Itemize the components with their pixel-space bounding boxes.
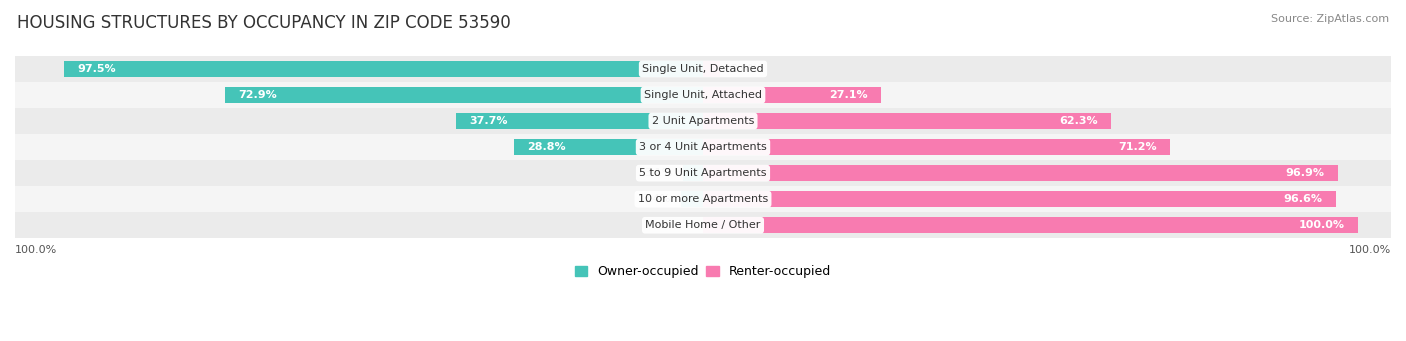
Text: 96.6%: 96.6% bbox=[1284, 194, 1323, 204]
Bar bbox=[15, 108, 1391, 134]
Text: 62.3%: 62.3% bbox=[1060, 116, 1098, 126]
Bar bbox=[703, 87, 880, 103]
Text: 100.0%: 100.0% bbox=[1348, 245, 1391, 255]
Bar bbox=[15, 56, 1391, 82]
Bar bbox=[15, 82, 1391, 108]
Text: Single Unit, Attached: Single Unit, Attached bbox=[644, 90, 762, 100]
Text: 3 or 4 Unit Apartments: 3 or 4 Unit Apartments bbox=[640, 142, 766, 152]
Text: 27.1%: 27.1% bbox=[830, 90, 868, 100]
Text: 5 to 9 Unit Apartments: 5 to 9 Unit Apartments bbox=[640, 168, 766, 178]
Text: 3.4%: 3.4% bbox=[643, 194, 671, 204]
Text: 97.5%: 97.5% bbox=[77, 64, 115, 74]
Text: 96.9%: 96.9% bbox=[1286, 168, 1324, 178]
Bar bbox=[683, 165, 703, 181]
Text: 2 Unit Apartments: 2 Unit Apartments bbox=[652, 116, 754, 126]
Text: Source: ZipAtlas.com: Source: ZipAtlas.com bbox=[1271, 14, 1389, 24]
Text: 37.7%: 37.7% bbox=[470, 116, 508, 126]
Bar bbox=[15, 212, 1391, 238]
Text: 10 or more Apartments: 10 or more Apartments bbox=[638, 194, 768, 204]
Bar bbox=[703, 218, 1358, 233]
Bar bbox=[65, 61, 703, 77]
Bar bbox=[15, 134, 1391, 160]
Bar bbox=[703, 165, 1339, 181]
Legend: Owner-occupied, Renter-occupied: Owner-occupied, Renter-occupied bbox=[569, 260, 837, 283]
Text: Mobile Home / Other: Mobile Home / Other bbox=[645, 220, 761, 230]
Text: Single Unit, Detached: Single Unit, Detached bbox=[643, 64, 763, 74]
Text: 100.0%: 100.0% bbox=[1299, 220, 1346, 230]
Bar bbox=[456, 113, 703, 129]
Text: 72.9%: 72.9% bbox=[239, 90, 277, 100]
Text: 3.1%: 3.1% bbox=[644, 168, 673, 178]
Bar bbox=[703, 113, 1111, 129]
Bar bbox=[681, 191, 703, 207]
Text: HOUSING STRUCTURES BY OCCUPANCY IN ZIP CODE 53590: HOUSING STRUCTURES BY OCCUPANCY IN ZIP C… bbox=[17, 14, 510, 32]
Bar bbox=[225, 87, 703, 103]
Bar bbox=[15, 160, 1391, 186]
Bar bbox=[703, 139, 1170, 155]
Text: 71.2%: 71.2% bbox=[1118, 142, 1156, 152]
Text: 100.0%: 100.0% bbox=[15, 245, 58, 255]
Bar bbox=[15, 186, 1391, 212]
Bar bbox=[515, 139, 703, 155]
Bar bbox=[703, 61, 720, 77]
Text: 28.8%: 28.8% bbox=[527, 142, 567, 152]
Bar bbox=[703, 191, 1336, 207]
Text: 2.6%: 2.6% bbox=[730, 64, 758, 74]
